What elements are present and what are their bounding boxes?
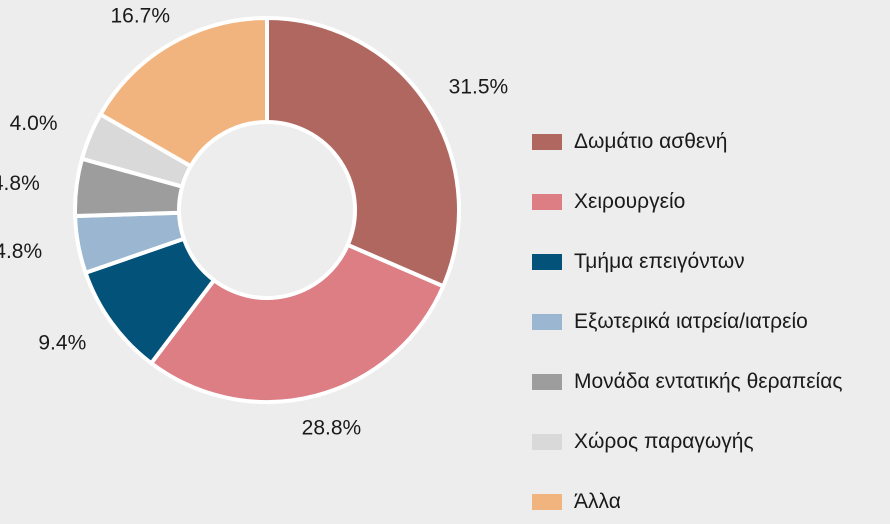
legend-swatch [532, 374, 562, 390]
slice-2 [148, 242, 446, 404]
legend-item: Χειρουργείο [532, 172, 842, 232]
legend-swatch [532, 434, 562, 450]
legend-swatch [532, 254, 562, 270]
legend-item: Τμήμα επειγόντων [532, 232, 842, 292]
legend-item: Δωμάτιο ασθενή [532, 112, 842, 172]
legend-item: Άλλα [532, 472, 842, 524]
legend-label: Άλλα [574, 490, 621, 513]
slices-group [73, 15, 461, 404]
slice-1 [265, 15, 461, 289]
legend-swatch [532, 194, 562, 210]
slice-label-6: 4.0% [10, 112, 58, 135]
slice-label-3: 9.4% [38, 331, 86, 354]
labels-group: 31.5% 28.8% 9.4% 4.8% 4.8% 4.0% 16.7% [0, 4, 508, 439]
slice-label-5: 4.8% [0, 172, 40, 195]
donut-chart-svg: 31.5% 28.8% 9.4% 4.8% 4.8% 4.0% 16.7% [0, 4, 508, 439]
legend-swatch [532, 494, 562, 510]
slice-label-4: 4.8% [0, 240, 42, 263]
slice-label-7: 16.7% [110, 4, 170, 27]
legend-label: Δωμάτιο ασθενή [574, 130, 728, 153]
legend-item: Χώρος παραγωγής [532, 412, 842, 472]
legend-item: Εξωτερικά ιατρεία/ιατρείο [532, 292, 842, 352]
legend: Δωμάτιο ασθενή Χειρουργείο Τμήμα επειγόντω… [532, 112, 842, 524]
legend-item: Μονάδα εντατικής θεραπείας [532, 352, 842, 412]
legend-label: Μονάδα εντατικής θεραπείας [574, 370, 843, 393]
slice-label-2: 28.8% [302, 417, 362, 440]
slice-7 [97, 15, 269, 169]
slice-label-1: 31.5% [449, 75, 509, 98]
legend-swatch [532, 134, 562, 150]
legend-label: Χειρουργείο [574, 190, 686, 213]
legend-swatch [532, 314, 562, 330]
legend-label: Χώρος παραγωγής [574, 430, 754, 453]
legend-label: Τμήμα επειγόντων [574, 250, 745, 273]
legend-label: Εξωτερικά ιατρεία/ιατρείο [574, 310, 808, 333]
